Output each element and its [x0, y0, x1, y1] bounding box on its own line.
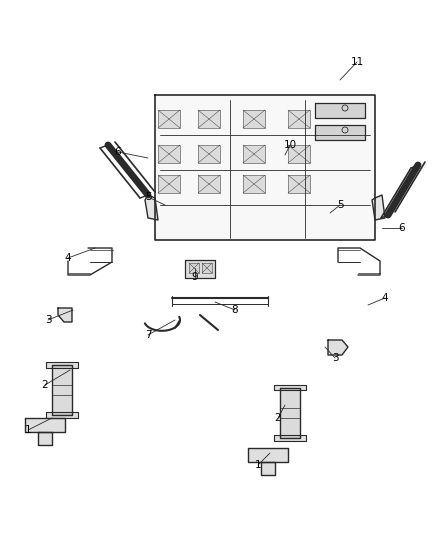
Polygon shape [38, 432, 52, 445]
Polygon shape [52, 365, 72, 415]
Bar [288, 175, 310, 193]
Polygon shape [274, 385, 306, 390]
Polygon shape [315, 125, 365, 140]
Polygon shape [372, 195, 385, 220]
Bar [243, 145, 265, 163]
Text: 1: 1 [254, 460, 261, 470]
Bar [288, 145, 310, 163]
Bar [198, 110, 220, 128]
Text: 2: 2 [275, 413, 281, 423]
Polygon shape [185, 260, 215, 278]
Polygon shape [274, 435, 306, 441]
Text: 10: 10 [283, 140, 297, 150]
Bar [158, 110, 180, 128]
Polygon shape [261, 462, 275, 475]
Polygon shape [248, 448, 288, 462]
Polygon shape [46, 362, 78, 368]
Text: 7: 7 [145, 330, 151, 340]
Bar [198, 175, 220, 193]
Bar [243, 110, 265, 128]
Bar [243, 175, 265, 193]
Text: 3: 3 [45, 315, 51, 325]
Polygon shape [315, 103, 365, 118]
Text: 4: 4 [65, 253, 71, 263]
Text: 3: 3 [332, 353, 338, 363]
Text: 9: 9 [192, 272, 198, 282]
Text: 8: 8 [232, 305, 238, 315]
Text: 5: 5 [145, 192, 151, 202]
Polygon shape [280, 388, 300, 438]
Polygon shape [145, 195, 158, 220]
Polygon shape [25, 418, 65, 432]
Bar [202, 263, 212, 273]
Bar [288, 110, 310, 128]
Polygon shape [46, 412, 78, 418]
Text: 11: 11 [350, 57, 364, 67]
Text: 4: 4 [381, 293, 389, 303]
Text: 2: 2 [42, 380, 48, 390]
Polygon shape [155, 95, 375, 240]
Bar [158, 175, 180, 193]
Text: 5: 5 [337, 200, 343, 210]
Bar [198, 145, 220, 163]
Bar [158, 145, 180, 163]
Bar [189, 263, 199, 273]
Text: 6: 6 [115, 147, 121, 157]
Text: 6: 6 [399, 223, 405, 233]
Polygon shape [328, 340, 348, 355]
Polygon shape [58, 308, 72, 322]
Text: 1: 1 [25, 425, 31, 435]
